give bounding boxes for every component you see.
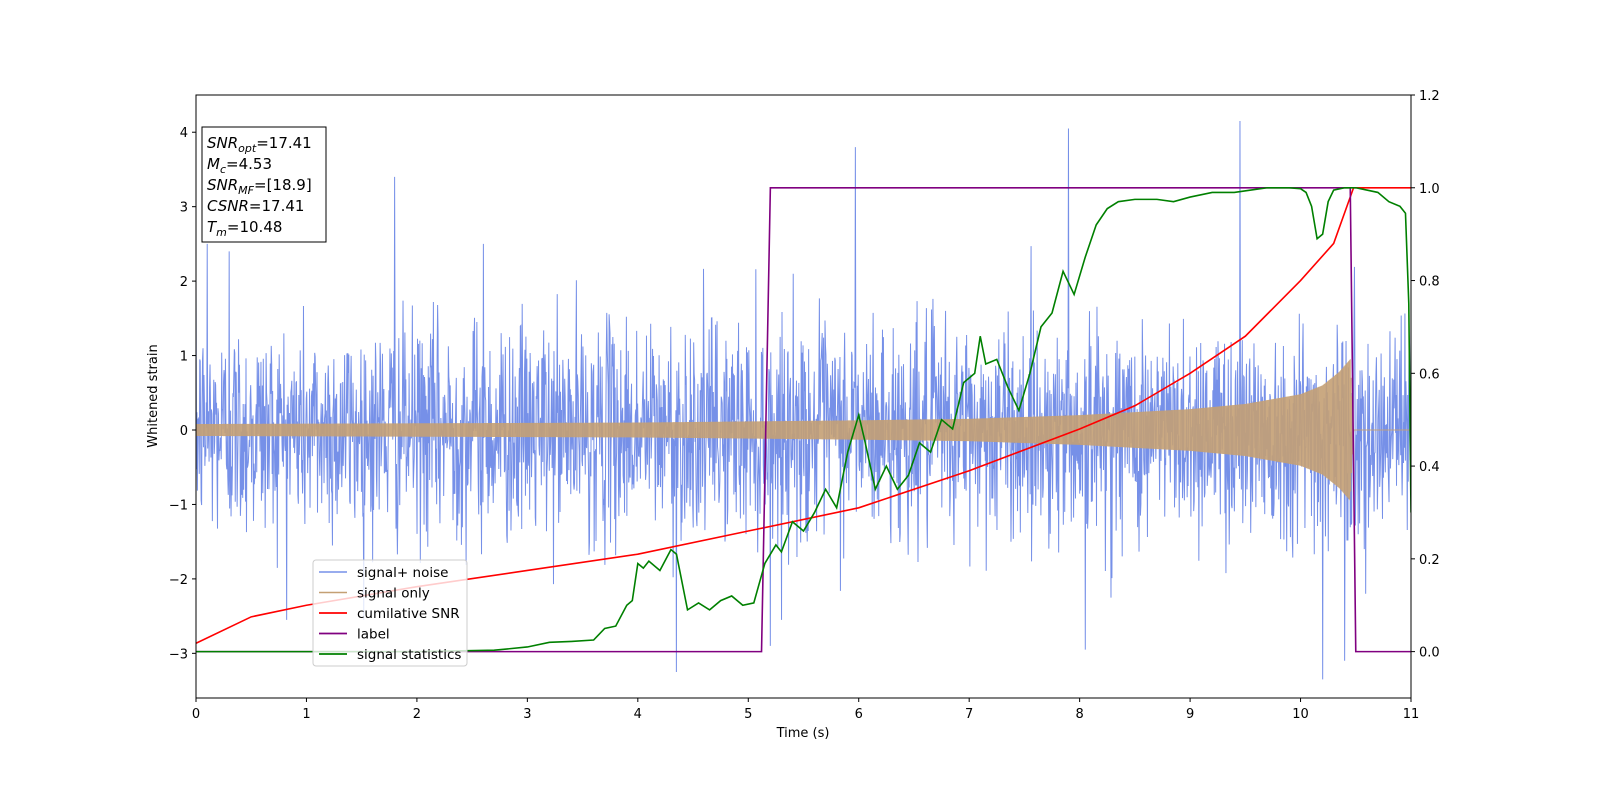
x-tick-label: 0 (192, 707, 200, 722)
series-signal-statistics (196, 186, 1411, 653)
y-left-tick-label: 3 (180, 201, 188, 216)
legend-label: signal statistics (357, 647, 461, 663)
x-tick-label: 6 (855, 707, 863, 722)
y-axis-left: −3 −2 −1 0 1 2 3 4 (169, 126, 196, 662)
y-axis-right: 0.0 0.2 0.4 0.6 0.8 1.0 1.2 (1411, 89, 1440, 661)
x-tick-label: 3 (523, 707, 531, 722)
legend-item-signal-statistics: signal statistics (319, 647, 461, 663)
info-line: Tm=10.48 (207, 218, 282, 239)
y-right-tick-label: 0.4 (1419, 460, 1440, 475)
x-axis: 0 1 2 3 4 5 6 7 8 9 10 11 (192, 698, 1419, 722)
legend-frame (312, 559, 468, 667)
x-tick-label: 2 (413, 707, 421, 722)
y-right-tick-label: 0.6 (1419, 367, 1440, 382)
info-box: SNRopt=17.41Mc=4.53SNRMF=[18.9]CSNR=17.4… (201, 126, 327, 243)
legend: signal+ noise signal only cumilative SNR la… (312, 559, 468, 667)
legend-label: signal+ noise (357, 565, 448, 581)
y-left-tick-label: 0 (180, 424, 188, 439)
y-left-tick-label: −2 (169, 573, 188, 588)
y-right-tick-label: 0.2 (1419, 553, 1440, 568)
info-line: SNRMF=[18.9] (207, 176, 312, 197)
y-left-tick-label: −1 (169, 498, 188, 513)
plot-frame (195, 94, 1412, 699)
series-signal-only-group (196, 359, 1411, 501)
x-axis-label: Time (s) (776, 726, 830, 741)
y-left-tick-label: 1 (180, 350, 188, 365)
legend-label: label (357, 627, 390, 643)
x-tick-label: 8 (1075, 707, 1083, 722)
x-tick-label: 5 (744, 707, 752, 722)
series-label (196, 186, 1411, 653)
y-left-tick-label: 2 (180, 275, 188, 290)
series-signal-only (196, 359, 1411, 501)
legend-label: signal only (357, 586, 430, 602)
legend-item-label: label (319, 627, 390, 643)
y-right-tick-label: 0.8 (1419, 275, 1440, 290)
y-left-tick-label: 4 (180, 126, 188, 141)
info-line: SNRopt=17.41 (207, 134, 312, 155)
x-tick-label: 10 (1292, 707, 1309, 722)
info-line: CSNR=17.41 (207, 197, 304, 215)
y-axis-label: Whitened strain (146, 344, 161, 447)
legend-item-signal-noise: signal+ noise (319, 565, 448, 581)
y-right-tick-label: 0.0 (1419, 646, 1440, 661)
y-right-tick-label: 1.0 (1419, 182, 1440, 197)
x-tick-label: 9 (1186, 707, 1194, 722)
x-tick-label: 4 (634, 707, 642, 722)
legend-item-signal-only: signal only (319, 586, 430, 602)
y-right-tick-label: 1.2 (1419, 89, 1440, 104)
y-left-tick-label: −3 (169, 647, 188, 662)
x-tick-label: 1 (302, 707, 310, 722)
x-tick-label: 7 (965, 707, 973, 722)
legend-label: cumilative SNR (357, 606, 460, 622)
legend-item-cumilative-snr: cumilative SNR (319, 606, 460, 622)
info-box-frame (201, 126, 327, 243)
series-label-group (196, 186, 1411, 653)
x-tick-label: 11 (1403, 707, 1420, 722)
series-signal-statistics-group (196, 186, 1411, 653)
info-line: Mc=4.53 (207, 155, 272, 176)
